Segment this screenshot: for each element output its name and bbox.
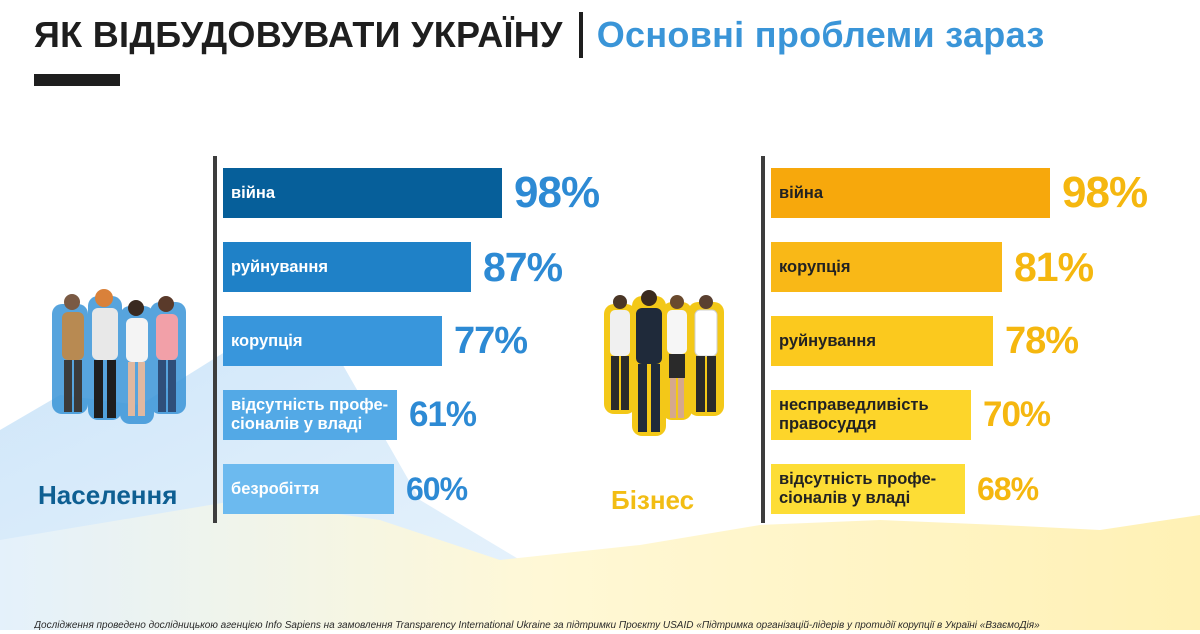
population-row: безробіття 60%	[223, 464, 603, 514]
population-value-label: 87%	[483, 243, 563, 290]
population-row: корупція 77%	[223, 316, 603, 366]
business-row: несправедливість правосуддя 70%	[771, 390, 1161, 440]
population-value-label: 98%	[514, 168, 600, 217]
business-bar-label: несправедливість правосуддя	[779, 396, 929, 433]
page-title: ЯК ВІДБУДОВУВАТИ УКРАЇНУ	[34, 14, 563, 55]
population-bar-label: безробіття	[231, 479, 320, 498]
business-value-label: 68%	[977, 470, 1039, 507]
business-bar-label: руйнування	[779, 331, 876, 350]
population-value-label: 77%	[454, 319, 528, 362]
business-bar: війна	[771, 168, 1050, 218]
population-bar-label: відсутність профе-сіоналів у владі	[231, 396, 389, 433]
population-row: відсутність профе-сіоналів у владі 61%	[223, 390, 603, 440]
business-group-label: Бізнес	[611, 485, 695, 515]
business-value-label: 78%	[1005, 319, 1079, 362]
business-value-label: 70%	[983, 395, 1051, 434]
population-value-label: 60%	[406, 470, 468, 507]
title-underline	[34, 74, 120, 86]
population-bar: війна	[223, 168, 502, 218]
population-bar: безробіття	[223, 464, 394, 514]
population-chart: війна 98% руйнування 87% корупція 77% відсутні…	[213, 156, 603, 523]
population-bar: руйнування	[223, 242, 471, 292]
background-wave-yellow	[0, 500, 1200, 630]
population-bar-label: війна	[231, 183, 276, 202]
population-bar-label: корупція	[231, 331, 303, 350]
population-group-label: Населення	[38, 480, 178, 510]
business-people-icon	[604, 290, 724, 436]
business-axis-line	[761, 156, 765, 523]
population-row: руйнування 87%	[223, 242, 603, 292]
title-separator	[578, 12, 583, 58]
business-row: війна 98%	[771, 168, 1161, 218]
business-bar-label: відсутність профе-сіоналів у владі	[779, 470, 937, 507]
business-row: відсутність профе-сіоналів у владі 68%	[771, 464, 1161, 514]
population-row: війна 98%	[223, 168, 603, 218]
business-row: руйнування 78%	[771, 316, 1161, 366]
population-people-icon	[52, 289, 186, 424]
business-row: корупція 81%	[771, 242, 1161, 292]
business-value-label: 98%	[1062, 168, 1148, 217]
business-value-label: 81%	[1014, 243, 1094, 290]
footnote: Дослідження проведено дослідницькою аген…	[34, 620, 1040, 631]
business-bar-label: війна	[779, 183, 824, 202]
population-bar: відсутність профе-сіоналів у владі	[223, 390, 397, 440]
business-chart: війна 98% корупція 81% руйнування 78% несправе…	[761, 156, 1161, 523]
business-bar: корупція	[771, 242, 1002, 292]
business-bar: руйнування	[771, 316, 993, 366]
business-bar: відсутність профе-сіоналів у владі	[771, 464, 965, 514]
population-value-label: 61%	[409, 395, 477, 434]
header: ЯК ВІДБУДОВУВАТИ УКРАЇНУ Основні проблем…	[34, 4, 1045, 66]
business-bar: несправедливість правосуддя	[771, 390, 971, 440]
population-bar: корупція	[223, 316, 442, 366]
population-bar-label: руйнування	[231, 257, 328, 276]
population-axis-line	[213, 156, 217, 523]
page-subtitle: Основні проблеми зараз	[596, 14, 1045, 55]
business-bar-label: корупція	[779, 257, 851, 276]
